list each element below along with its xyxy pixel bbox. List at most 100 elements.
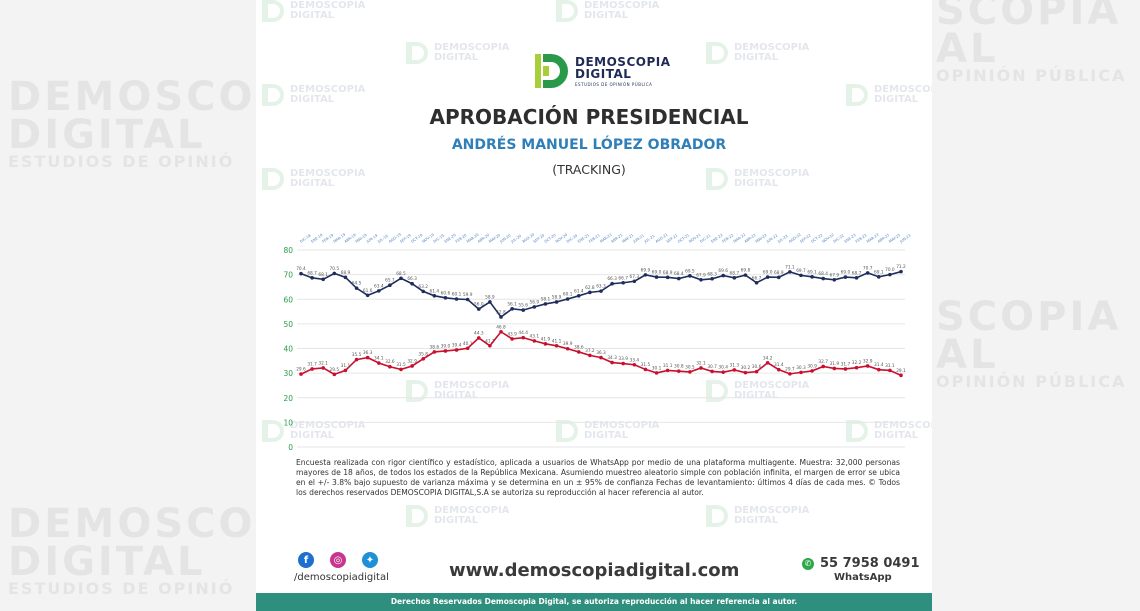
data-point: [310, 367, 314, 371]
data-label: 40.1: [463, 341, 473, 347]
methodology-footnote: Encuesta realizada con rigor científico …: [296, 458, 900, 497]
data-label: 68.7: [307, 270, 317, 276]
data-label: 29.7: [785, 366, 795, 372]
page-title: APROBACIÓN PRESIDENCIAL: [429, 105, 749, 129]
logo-line1: DEMOSCOPIA: [575, 54, 671, 69]
data-point: [365, 355, 370, 360]
data-point: [799, 273, 803, 278]
x-tick-label: AGO-19: [388, 232, 402, 244]
data-label: 66.7: [752, 275, 762, 281]
data-label: 44.4: [518, 330, 528, 336]
data-point: [299, 372, 303, 376]
data-label: 34.1: [374, 356, 384, 362]
instagram-icon[interactable]: ◎: [330, 552, 346, 568]
x-tick-label: ABR-23: [877, 233, 890, 244]
data-point: [665, 368, 670, 373]
data-label: 30.2: [741, 365, 751, 371]
x-tick-label: AGO-20: [522, 232, 536, 244]
data-point: [676, 369, 681, 373]
data-label: 44.3: [474, 330, 484, 336]
data-point: [476, 336, 481, 340]
data-label: 31.1: [885, 363, 895, 369]
data-point: [332, 271, 337, 276]
data-point: [621, 280, 626, 285]
data-point: [710, 277, 714, 281]
data-label: 62.8: [585, 285, 595, 291]
x-tick-label: JUN-22: [765, 234, 778, 245]
data-label: 69.0: [652, 270, 662, 276]
twitter-icon[interactable]: ✦: [362, 552, 378, 568]
data-point: [599, 289, 603, 293]
x-tick-label: JUN-23: [898, 234, 911, 245]
data-label: 31.7: [307, 361, 317, 367]
data-point: [443, 295, 448, 300]
data-label: 30.3: [796, 365, 806, 371]
data-label: 32.9: [863, 358, 873, 364]
x-tick-label: DIC-21: [699, 234, 711, 244]
data-label: 29.5: [330, 367, 340, 373]
data-label: 66.3: [607, 276, 617, 282]
x-tick-label: SEP-19: [399, 233, 412, 244]
data-label: 43.9: [507, 331, 517, 337]
whatsapp-contact[interactable]: ✆ 55 7958 0491: [802, 556, 920, 571]
data-label: 71.2: [896, 264, 906, 270]
data-label: 55.6: [518, 303, 528, 309]
y-tick-label: 20: [283, 394, 293, 403]
data-label: 63.4: [374, 283, 384, 289]
data-label: 34.2: [763, 355, 773, 361]
data-label: 32.2: [852, 360, 862, 366]
data-point: [321, 277, 326, 282]
data-label: 36.3: [363, 350, 373, 356]
data-point: [843, 367, 848, 371]
data-label: 30.4: [718, 365, 728, 371]
data-point: [699, 366, 703, 370]
data-label: 70.4: [296, 266, 306, 272]
data-point: [654, 371, 659, 375]
data-label: 60.6: [441, 290, 451, 296]
y-tick-label: 70: [283, 271, 293, 280]
data-label: 69.1: [874, 269, 884, 275]
data-point: [810, 369, 814, 373]
x-tick-label: MAR-20: [466, 232, 480, 244]
data-point: [399, 367, 403, 372]
social-icons: f ◎ ✦: [298, 552, 378, 568]
data-label: 34.3: [607, 355, 617, 361]
x-tick-label: FEB-19: [322, 233, 335, 244]
x-tick-label: MAY-22: [755, 233, 768, 244]
data-label: 30.6: [752, 364, 762, 370]
y-tick-label: 40: [283, 345, 293, 354]
x-tick-label: ENE-21: [577, 233, 590, 244]
data-label: 68.9: [663, 270, 673, 276]
facebook-icon[interactable]: f: [298, 552, 314, 568]
data-label: 58.9: [552, 294, 562, 300]
data-label: 31.5: [396, 362, 406, 368]
x-tick-label: FEB-22: [722, 233, 735, 244]
x-tick-label: ENE-22: [710, 233, 723, 244]
data-label: 37.2: [585, 348, 595, 354]
data-point: [410, 364, 414, 368]
data-point: [465, 297, 470, 302]
data-label: 56.0: [474, 302, 484, 308]
data-point: [865, 364, 870, 368]
data-point: [776, 275, 781, 280]
data-point: [665, 275, 670, 280]
social-handle[interactable]: /demoscopiadigital: [294, 572, 389, 583]
website-link[interactable]: www.demoscopiadigital.com: [449, 560, 740, 581]
data-label: 69.0: [841, 270, 851, 276]
data-point: [832, 277, 837, 282]
data-point: [854, 365, 859, 370]
data-label: 69.0: [763, 270, 773, 276]
data-label: 69.8: [741, 268, 751, 274]
data-label: 68.1: [318, 272, 328, 278]
data-point: [543, 342, 548, 346]
data-point: [888, 272, 892, 277]
x-tick-label: MAR-21: [599, 233, 613, 244]
data-point: [443, 349, 448, 353]
data-point: [499, 329, 503, 334]
x-tick-label: OCT-21: [677, 233, 690, 244]
data-label: 41.1: [552, 338, 562, 344]
data-point: [788, 270, 792, 274]
